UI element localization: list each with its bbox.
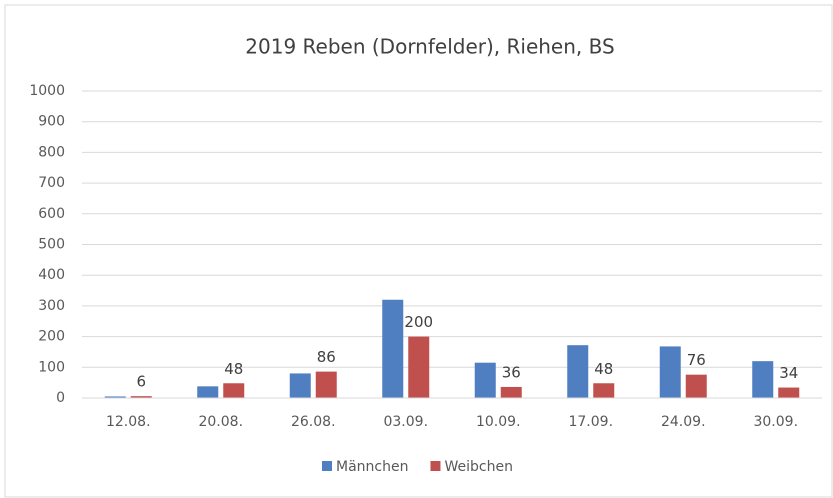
- bar: [778, 387, 800, 398]
- y-tick-label: 300: [38, 298, 65, 314]
- bar: [289, 373, 311, 398]
- y-tick-label: 500: [38, 237, 65, 253]
- data-label: 34: [779, 364, 798, 382]
- y-tick-label: 900: [38, 114, 65, 130]
- data-label: 48: [594, 360, 613, 378]
- y-tick-label: 0: [56, 390, 65, 406]
- data-label: 48: [224, 360, 243, 378]
- data-label: 76: [687, 351, 706, 369]
- data-label: 6: [136, 373, 146, 391]
- bar: [659, 346, 681, 398]
- chart-frame: [4, 4, 833, 498]
- bar: [315, 371, 337, 398]
- y-tick-label: 200: [38, 329, 65, 345]
- bar: [474, 362, 496, 398]
- bar: [104, 396, 126, 398]
- x-tick-label: 17.09.: [568, 414, 613, 430]
- data-label: 200: [404, 313, 433, 331]
- bar: [197, 386, 219, 398]
- y-tick-label: 100: [38, 359, 65, 375]
- y-tick-label: 800: [38, 144, 65, 160]
- bar: [752, 361, 774, 398]
- x-tick-label: 03.09.: [383, 414, 428, 430]
- x-tick-label: 26.08.: [291, 414, 336, 430]
- legend-swatch: [322, 461, 332, 471]
- bar: [593, 383, 615, 398]
- legend-swatch: [430, 461, 441, 471]
- legend-label: Weibchen: [444, 459, 512, 475]
- legend-label: Männchen: [336, 459, 408, 475]
- data-label: 36: [502, 363, 521, 381]
- x-tick-label: 12.08.: [106, 414, 151, 430]
- y-tick-label: 700: [38, 175, 65, 191]
- bar: [685, 374, 707, 398]
- chart-title: 2019 Reben (Dornfelder), Riehen, BS: [245, 35, 614, 59]
- x-tick-label: 10.09.: [476, 414, 521, 430]
- bar: [500, 386, 522, 398]
- y-tick-label: 600: [38, 206, 65, 222]
- bar: [567, 345, 589, 398]
- bar: [382, 299, 404, 398]
- x-tick-label: 20.08.: [198, 414, 243, 430]
- bar: [408, 336, 430, 398]
- x-tick-label: 24.09.: [661, 414, 706, 430]
- y-tick-label: 400: [38, 267, 65, 283]
- bar: [223, 383, 245, 398]
- data-label: 86: [317, 348, 336, 366]
- y-tick-label: 1000: [29, 83, 65, 99]
- bar: [130, 396, 152, 398]
- x-tick-label: 30.09.: [753, 414, 798, 430]
